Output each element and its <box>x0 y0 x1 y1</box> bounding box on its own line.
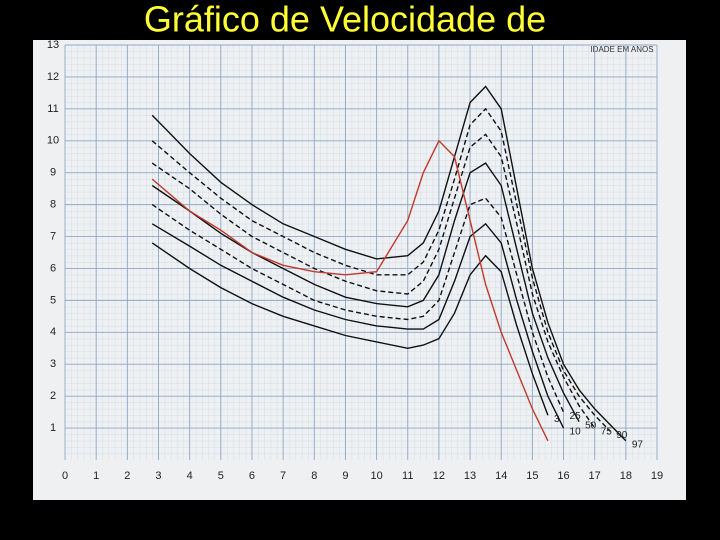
series-line <box>151 139 549 442</box>
x-tick-label: 2 <box>124 470 130 482</box>
series-line <box>151 133 596 429</box>
x-tick-label: 11 <box>402 470 413 482</box>
y-tick-label: 13 <box>47 39 59 51</box>
series-label: 3 <box>554 414 560 425</box>
y-tick-label: 10 <box>47 135 59 147</box>
x-tick-label: 10 <box>370 470 382 482</box>
y-tick-label: 12 <box>47 71 59 83</box>
x-tick-label: 18 <box>620 470 632 482</box>
x-tick-label: 4 <box>187 470 193 482</box>
y-tick-label: 4 <box>50 326 56 338</box>
y-tick-label: 5 <box>50 294 56 306</box>
x-tick-label: 14 <box>495 470 507 482</box>
y-tick-label: 8 <box>50 199 56 211</box>
x-tick-label: 1 <box>93 470 99 482</box>
series-label: 50 <box>585 420 597 431</box>
x-tick-label: 19 <box>651 470 663 482</box>
y-tick-label: 7 <box>50 230 56 242</box>
x-tick-label: 12 <box>433 470 445 482</box>
x-tick-label: 16 <box>557 470 569 482</box>
series-label: 10 <box>570 427 582 438</box>
axis-annotation: IDADE EM ANOS <box>590 45 653 54</box>
x-tick-label: 6 <box>249 470 255 482</box>
x-tick-label: 9 <box>342 470 348 482</box>
series-line <box>151 222 565 429</box>
y-tick-label: 2 <box>50 390 56 402</box>
x-tick-label: 13 <box>464 470 476 482</box>
x-tick-label: 0 <box>62 470 68 482</box>
x-tick-label: 15 <box>526 470 538 482</box>
series-label: 75 <box>601 427 613 438</box>
y-tick-label: 6 <box>50 262 56 274</box>
slide-title: Gráfico de Velocidade de <box>144 0 546 40</box>
x-tick-label: 17 <box>589 470 601 482</box>
x-tick-label: 8 <box>311 470 317 482</box>
y-tick-label: 11 <box>47 103 58 115</box>
y-tick-label: 3 <box>50 358 56 370</box>
y-tick-label: 1 <box>50 422 56 434</box>
minor-grid <box>65 45 657 460</box>
series-label: 97 <box>632 439 644 450</box>
x-tick-label: 3 <box>155 470 161 482</box>
y-tick-label: 9 <box>50 167 56 179</box>
series-line <box>151 107 611 432</box>
x-tick-label: 5 <box>218 470 224 482</box>
series-line <box>151 197 565 413</box>
x-tick-label: 7 <box>280 470 286 482</box>
series-label: 25 <box>570 411 582 422</box>
series-line <box>151 242 549 416</box>
series-label: 90 <box>616 430 628 441</box>
